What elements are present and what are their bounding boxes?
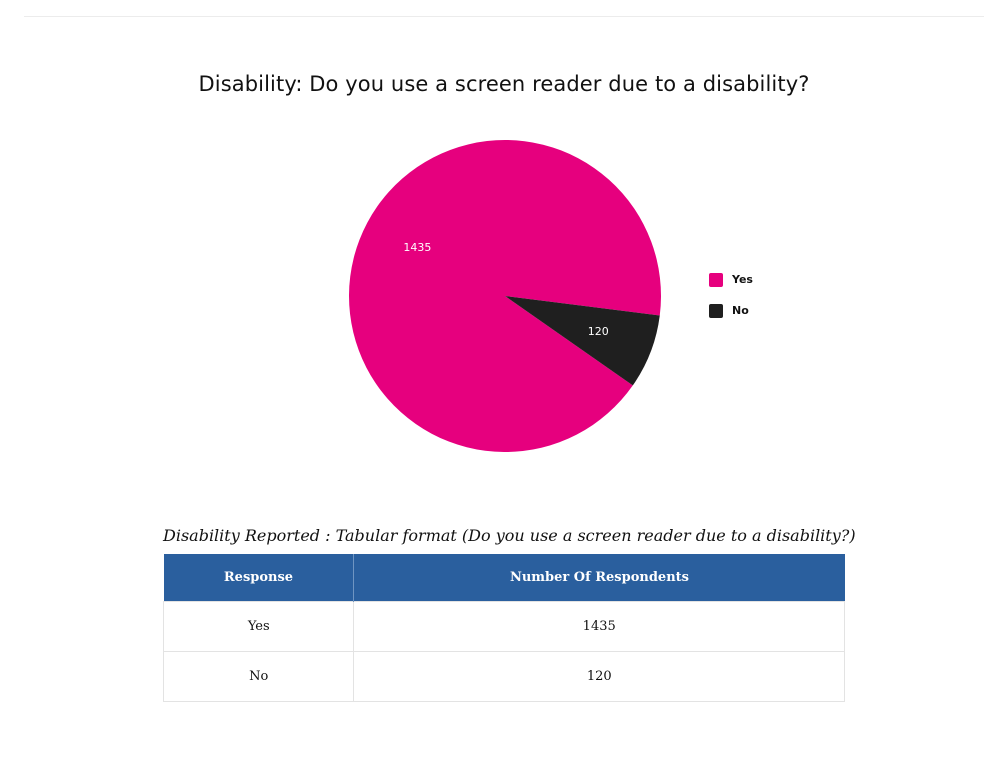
legend-swatch-no — [709, 304, 723, 318]
pie-chart: 1435 120 Yes No — [349, 139, 753, 452]
pie-slices — [349, 139, 661, 452]
legend-swatch-yes — [709, 273, 723, 287]
pie-slice-no — [505, 296, 660, 386]
table-cell-count: 1435 — [353, 601, 845, 652]
legend-label-yes: Yes — [731, 273, 753, 286]
column-header-respondents: Number Of Respondents — [353, 554, 845, 602]
table-header-row: Response Number Of Respondents — [163, 554, 845, 602]
chart-title: Disability: Do you use a screen reader d… — [198, 72, 810, 96]
table-row: No 120 — [162, 651, 845, 702]
legend-label-no: No — [732, 304, 749, 317]
pie-slice-yes — [349, 139, 661, 452]
pie-value-label-yes: 1435 — [403, 241, 431, 254]
table-cell-response: No — [162, 651, 355, 702]
column-header-response: Response — [163, 554, 355, 602]
table-row: Yes 1435 — [162, 601, 845, 652]
table-cell-count: 120 — [353, 651, 845, 702]
respondents-table: Response Number Of Respondents Yes 1435 … — [162, 554, 845, 702]
chart-legend: Yes No — [709, 273, 753, 318]
pie-slice-labels: 1435 120 — [403, 241, 608, 338]
table-caption: Disability Reported : Tabular format (Do… — [163, 526, 856, 545]
top-divider — [24, 16, 984, 17]
table-cell-response: Yes — [162, 601, 355, 652]
pie-value-label-no: 120 — [588, 325, 609, 338]
